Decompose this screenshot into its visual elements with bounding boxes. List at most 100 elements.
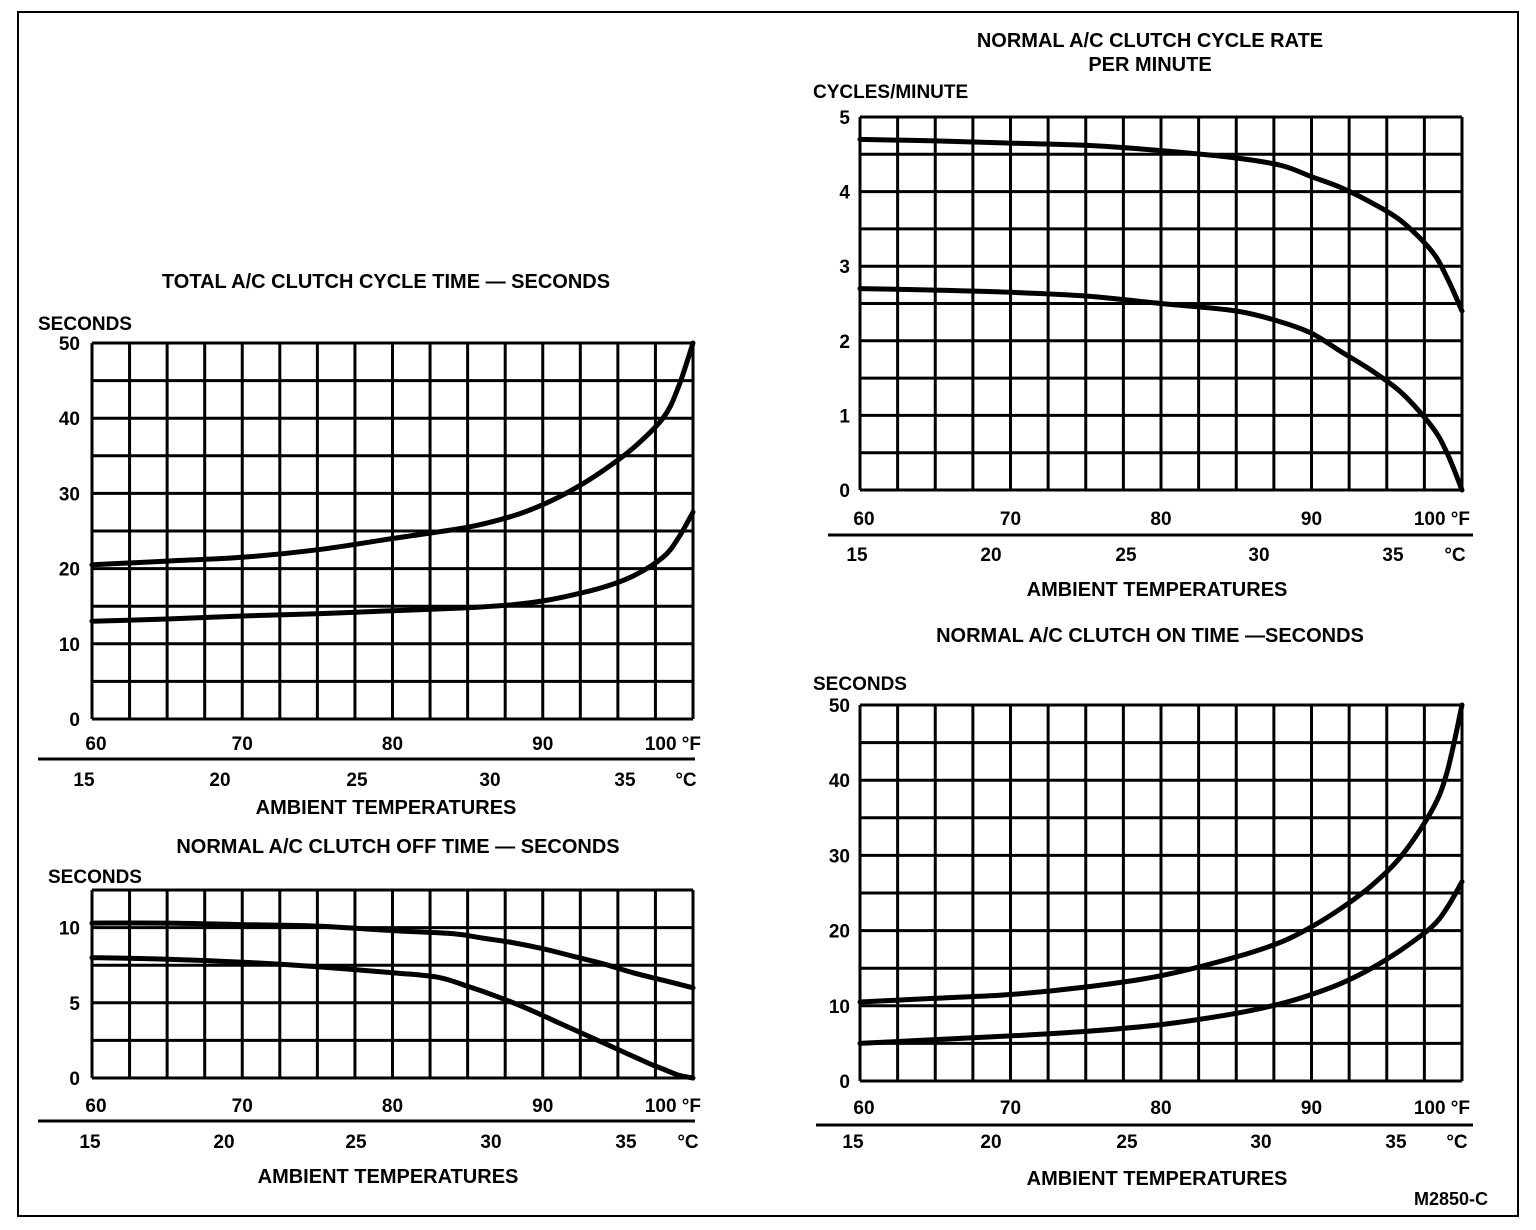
celsius-tick-label: 15 bbox=[842, 1132, 864, 1153]
y-axis-label: CYCLES/MINUTE bbox=[813, 82, 968, 103]
curves bbox=[89, 340, 696, 624]
x-tick-label: 60 bbox=[85, 1096, 106, 1117]
x-axis-label: AMBIENT TEMPERATURES bbox=[258, 1166, 519, 1188]
celsius-tick-label: 35 bbox=[615, 1132, 637, 1153]
y-tick-label: 50 bbox=[829, 696, 850, 717]
celsius-tick-label: 25 bbox=[346, 770, 368, 791]
x-tick-label: 80 bbox=[1150, 509, 1171, 530]
chart-title: NORMAL A/C CLUTCH OFF TIME — SECONDS bbox=[176, 836, 619, 858]
x-tick-label: 90 bbox=[1301, 1098, 1322, 1119]
x-axis-label: AMBIENT TEMPERATURES bbox=[256, 797, 517, 819]
x-tick-labels: 60 70 80 90 100 °F bbox=[85, 734, 701, 755]
chart-title-line-2: PER MINUTE bbox=[1088, 54, 1211, 76]
x-tick-label: 100 °F bbox=[1414, 509, 1470, 530]
y-tick-label: 20 bbox=[829, 922, 850, 943]
y-axis-label: SECONDS bbox=[48, 867, 142, 888]
x-tick-label: 90 bbox=[532, 734, 553, 755]
y-tick-label: 40 bbox=[59, 409, 80, 430]
y-axis-label: SECONDS bbox=[813, 674, 907, 695]
figure-id-label: M2850-C bbox=[1414, 1189, 1488, 1209]
chart-title-line-1: NORMAL A/C CLUTCH CYCLE RATE bbox=[977, 30, 1323, 52]
y-tick-label: 10 bbox=[59, 919, 80, 940]
celsius-tick-label: 30 bbox=[479, 770, 500, 791]
y-tick-labels: 0 5 10 bbox=[59, 919, 81, 1090]
x-tick-labels: 60 70 80 90 100 °F bbox=[85, 1096, 701, 1117]
curves bbox=[857, 136, 1465, 493]
chart-total-cycle-time: TOTAL A/C CLUTCH CYCLE TIME — SECONDS SE… bbox=[38, 271, 701, 819]
chart-title: NORMAL A/C CLUTCH ON TIME —SECONDS bbox=[936, 625, 1364, 647]
x-tick-label: 70 bbox=[1000, 509, 1021, 530]
curve-1 bbox=[857, 136, 1465, 314]
y-tick-label: 0 bbox=[69, 1069, 80, 1090]
y-tick-label: 5 bbox=[69, 994, 80, 1015]
x-axis-label: AMBIENT TEMPERATURES bbox=[1027, 579, 1288, 601]
x-axis-label: AMBIENT TEMPERATURES bbox=[1027, 1168, 1288, 1190]
y-tick-label: 3 bbox=[839, 257, 850, 278]
y-tick-label: 30 bbox=[59, 484, 80, 505]
curve-2 bbox=[857, 286, 1465, 493]
celsius-tick-label: 15 bbox=[846, 545, 868, 566]
y-tick-label: 50 bbox=[59, 334, 80, 355]
y-tick-label: 0 bbox=[69, 710, 80, 731]
y-tick-labels: 0 1 2 3 4 5 bbox=[839, 108, 850, 502]
celsius-tick-labels: 15 20 25 30 35 °C bbox=[846, 545, 1466, 566]
celsius-tick-label: 15 bbox=[73, 770, 95, 791]
y-tick-label: 30 bbox=[829, 846, 850, 867]
celsius-tick-labels: 15 20 25 30 35 °C bbox=[79, 1132, 699, 1153]
y-tick-labels: 0 10 20 30 40 50 bbox=[59, 334, 80, 731]
chart-title: TOTAL A/C CLUTCH CYCLE TIME — SECONDS bbox=[162, 271, 610, 293]
x-tick-label: 70 bbox=[1000, 1098, 1021, 1119]
grid bbox=[90, 888, 695, 1080]
celsius-tick-label: 25 bbox=[1116, 1132, 1138, 1153]
x-tick-label: 100 °F bbox=[645, 1096, 701, 1117]
chart-on-time: NORMAL A/C CLUTCH ON TIME —SECONDS SECON… bbox=[813, 625, 1473, 1190]
y-tick-label: 5 bbox=[839, 108, 850, 129]
celsius-tick-label: 30 bbox=[1250, 1132, 1271, 1153]
y-tick-labels: 0 10 20 30 40 50 bbox=[829, 696, 850, 1093]
curve-1 bbox=[857, 702, 1465, 1005]
y-tick-label: 20 bbox=[59, 560, 80, 581]
y-tick-label: 10 bbox=[59, 635, 80, 656]
x-tick-labels: 60 70 80 90 100 °F bbox=[853, 1098, 1470, 1119]
curves bbox=[857, 702, 1465, 1046]
y-tick-label: 2 bbox=[839, 332, 850, 353]
chart-cycle-rate: NORMAL A/C CLUTCH CYCLE RATE PER MINUTE … bbox=[813, 30, 1473, 601]
figure-border bbox=[17, 11, 1519, 1217]
curve-2 bbox=[857, 879, 1465, 1046]
celsius-tick-label: 30 bbox=[1248, 545, 1269, 566]
celsius-tick-label: 20 bbox=[213, 1132, 234, 1153]
curve-1 bbox=[89, 920, 696, 991]
celsius-tick-label: 20 bbox=[209, 770, 230, 791]
celsius-tick-label: 30 bbox=[480, 1132, 501, 1153]
y-axis-label: SECONDS bbox=[38, 314, 132, 335]
celsius-tick-label: 25 bbox=[345, 1132, 367, 1153]
grid bbox=[858, 703, 1464, 1083]
celsius-tick-label: 35 bbox=[1385, 1132, 1407, 1153]
y-tick-label: 40 bbox=[829, 771, 850, 792]
curve-2 bbox=[89, 509, 696, 624]
x-tick-label: 80 bbox=[1150, 1098, 1171, 1119]
celsius-tick-labels: 15 20 25 30 35 °C bbox=[842, 1132, 1468, 1153]
curve-2 bbox=[89, 955, 696, 1081]
y-tick-label: 4 bbox=[839, 183, 850, 204]
celsius-tick-labels: 15 20 25 30 35 °C bbox=[73, 770, 697, 791]
celsius-tick-label: °C bbox=[675, 770, 697, 791]
curves bbox=[89, 920, 696, 1081]
celsius-tick-label: °C bbox=[1444, 545, 1466, 566]
y-tick-label: 10 bbox=[829, 997, 850, 1018]
celsius-tick-label: 25 bbox=[1115, 545, 1137, 566]
x-tick-label: 90 bbox=[532, 1096, 553, 1117]
grid bbox=[858, 115, 1464, 492]
x-tick-label: 80 bbox=[382, 734, 403, 755]
y-tick-label: 1 bbox=[839, 406, 850, 427]
x-tick-label: 60 bbox=[853, 1098, 874, 1119]
celsius-tick-label: °C bbox=[1446, 1132, 1468, 1153]
y-tick-label: 0 bbox=[839, 481, 850, 502]
x-tick-label: 100 °F bbox=[645, 734, 701, 755]
x-tick-labels: 60 70 80 90 100 °F bbox=[853, 509, 1470, 530]
y-tick-label: 0 bbox=[839, 1072, 850, 1093]
x-tick-label: 90 bbox=[1301, 509, 1322, 530]
grid bbox=[90, 341, 695, 721]
chart-off-time: NORMAL A/C CLUTCH OFF TIME — SECONDS SEC… bbox=[38, 836, 701, 1188]
